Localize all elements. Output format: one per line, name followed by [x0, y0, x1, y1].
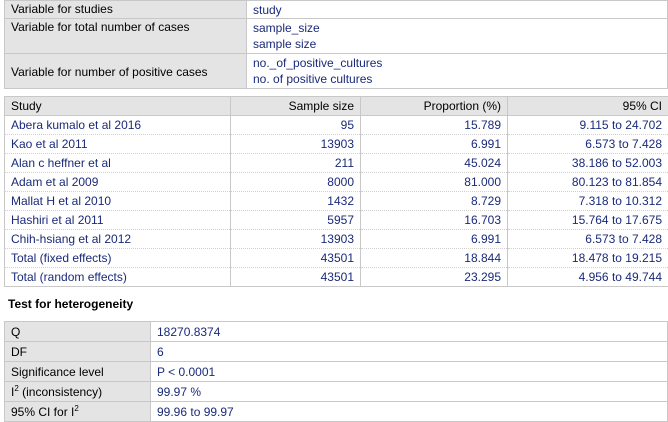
- cell-sample-size: 1432: [230, 191, 361, 211]
- heterogeneity-table: Q 18270.8374 DF 6 Significance level P <…: [4, 321, 668, 422]
- table-row: Mallat H et al 2010 1432 8.729 7.318 to 10.…: [4, 191, 668, 211]
- table-row: Alan c heffner et al 211 45.024 38.186 to 5…: [4, 153, 668, 173]
- variable-row-total-cases: Variable for total number of cases sampl…: [4, 18, 668, 54]
- label-text: I: [11, 384, 15, 399]
- variable-label: Variable for number of positive cases: [4, 53, 247, 89]
- cell-proportion: 23.295: [360, 267, 508, 287]
- cell-study: Adam et al 2009: [4, 172, 231, 192]
- variable-value-line: no. of positive cultures: [253, 72, 373, 86]
- header-sample-size[interactable]: Sample size: [230, 96, 361, 116]
- header-study[interactable]: Study: [4, 96, 231, 116]
- variable-value: study: [246, 0, 668, 19]
- cell-sample-size: 13903: [230, 134, 361, 154]
- het-value: 6: [150, 341, 668, 362]
- cell-ci: 6.573 to 7.428: [507, 229, 668, 249]
- cell-ci: 9.115 to 24.702: [507, 115, 668, 135]
- variable-row-studies: Variable for studies study: [4, 0, 668, 19]
- variable-label: Variable for studies: [4, 0, 247, 19]
- cell-proportion: 6.991: [360, 229, 508, 249]
- variable-value-line: study: [253, 3, 282, 17]
- cell-proportion: 8.729: [360, 191, 508, 211]
- label-text: 95% CI for I: [11, 404, 75, 419]
- cell-ci: 15.764 to 17.675: [507, 210, 668, 230]
- table-row: Chih-hsiang et al 2012 13903 6.991 6.573 to…: [4, 229, 668, 249]
- cell-ci: 18.478 to 19.215: [507, 248, 668, 268]
- cell-ci: 4.956 to 49.744: [507, 267, 668, 287]
- table-row: Hashiri et al 2011 5957 16.703 15.764 to 17…: [4, 210, 668, 230]
- het-value: P < 0.0001: [150, 361, 668, 382]
- variable-value-line: sample size: [253, 37, 317, 51]
- het-row-q: Q 18270.8374: [4, 321, 668, 342]
- variable-label: Variable for total number of cases: [4, 18, 247, 54]
- het-label: I2 (inconsistency): [4, 381, 151, 402]
- results-header-row: Study Sample size Proportion (%) 95% CI: [4, 96, 668, 116]
- cell-sample-size: 43501: [230, 267, 361, 287]
- het-value: 99.96 to 99.97: [150, 401, 668, 422]
- table-row: Adam et al 2009 8000 81.000 80.123 to 81.85…: [4, 172, 668, 192]
- cell-proportion: 45.024: [360, 153, 508, 173]
- table-row: Abera kumalo et al 2016 95 15.789 9.115 to …: [4, 115, 668, 135]
- het-value: 18270.8374: [150, 321, 668, 342]
- cell-study: Total (random effects): [4, 267, 231, 287]
- cell-study: Chih-hsiang et al 2012: [4, 229, 231, 249]
- het-value: 99.97 %: [150, 381, 668, 402]
- variable-value: sample_size sample size: [246, 18, 668, 54]
- cell-sample-size: 5957: [230, 210, 361, 230]
- cell-sample-size: 95: [230, 115, 361, 135]
- cell-ci: 80.123 to 81.854: [507, 172, 668, 192]
- cell-sample-size: 8000: [230, 172, 361, 192]
- het-label: DF: [4, 341, 151, 362]
- cell-study: Mallat H et al 2010: [4, 191, 231, 211]
- table-row: Total (fixed effects) 43501 18.844 18.478 t…: [4, 248, 668, 268]
- cell-ci: 7.318 to 10.312: [507, 191, 668, 211]
- cell-proportion: 81.000: [360, 172, 508, 192]
- header-proportion[interactable]: Proportion (%): [360, 96, 508, 116]
- cell-sample-size: 43501: [230, 248, 361, 268]
- cell-sample-size: 13903: [230, 229, 361, 249]
- het-row-significance: Significance level P < 0.0001: [4, 361, 668, 382]
- heterogeneity-title: Test for heterogeneity: [8, 297, 134, 311]
- variable-row-positive-cases: Variable for number of positive cases no…: [4, 53, 668, 89]
- het-row-df: DF 6: [4, 341, 668, 362]
- variables-table: Variable for studies study Variable for …: [4, 0, 668, 89]
- cell-ci: 38.186 to 52.003: [507, 153, 668, 173]
- label-text: (inconsistency): [18, 384, 103, 399]
- variable-value-line: sample_size: [253, 21, 320, 35]
- het-label: Q: [4, 321, 151, 342]
- cell-study: Kao et al 2011: [4, 134, 231, 154]
- cell-study: Alan c heffner et al: [4, 153, 231, 173]
- label-superscript: 2: [14, 383, 19, 393]
- cell-ci: 6.573 to 7.428: [507, 134, 668, 154]
- cell-proportion: 16.703: [360, 210, 508, 230]
- cell-proportion: 15.789: [360, 115, 508, 135]
- het-label: 95% CI for I2: [4, 401, 151, 422]
- table-row: Kao et al 2011 13903 6.991 6.573 to 7.428: [4, 134, 668, 154]
- results-table: Study Sample size Proportion (%) 95% CI …: [4, 96, 668, 287]
- het-row-i2: I2 (inconsistency) 99.97 %: [4, 381, 668, 402]
- cell-study: Total (fixed effects): [4, 248, 231, 268]
- table-row: Total (random effects) 43501 23.295 4.956 t…: [4, 267, 668, 287]
- het-label: Significance level: [4, 361, 151, 382]
- header-ci[interactable]: 95% CI: [507, 96, 668, 116]
- cell-study: Hashiri et al 2011: [4, 210, 231, 230]
- label-superscript: 2: [74, 403, 79, 413]
- cell-proportion: 18.844: [360, 248, 508, 268]
- cell-proportion: 6.991: [360, 134, 508, 154]
- het-row-i2-ci: 95% CI for I2 99.96 to 99.97: [4, 401, 668, 422]
- cell-study: Abera kumalo et al 2016: [4, 115, 231, 135]
- variable-value: no._of_positive_cultures no. of positive…: [246, 53, 668, 89]
- cell-sample-size: 211: [230, 153, 361, 173]
- variable-value-line: no._of_positive_cultures: [253, 56, 383, 70]
